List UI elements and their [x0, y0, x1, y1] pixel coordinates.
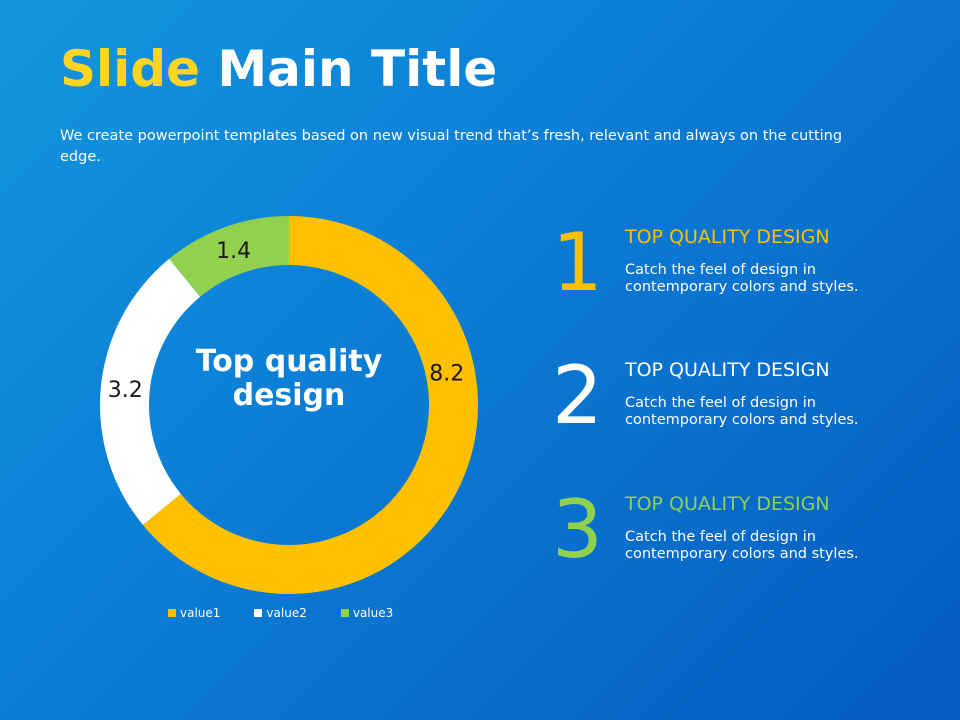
data-label-value3: 1.4	[216, 239, 251, 264]
legend-label: value1	[180, 606, 221, 620]
feature-number: 3	[552, 483, 603, 576]
slide-title: Slide Main Title	[60, 40, 497, 98]
legend-label: value3	[352, 606, 394, 620]
feature-heading: TOP QUALITY DESIGN	[625, 359, 830, 381]
feature-number: 2	[552, 349, 603, 442]
legend-label: value2	[266, 606, 307, 620]
legend-item-value3: value3	[340, 606, 394, 620]
feature-text: Catch the feel of design in contemporary …	[625, 529, 859, 563]
title-rest: Main Title	[217, 40, 498, 98]
data-label-value2: 3.2	[108, 378, 143, 403]
feature-text-line: contemporary colors and styles.	[625, 412, 859, 428]
data-label-value1: 8.2	[429, 362, 464, 387]
donut-slice-value2	[100, 258, 201, 525]
legend-item-value1: value1	[168, 606, 220, 620]
feature-text-line: Catch the feel of design in	[625, 529, 816, 545]
feature-heading: TOP QUALITY DESIGN	[625, 226, 830, 248]
subtitle: We create powerpoint templates based on …	[60, 128, 843, 165]
chart-center-text: Top quality design	[195, 344, 383, 413]
feature-heading: TOP QUALITY DESIGN	[625, 493, 830, 515]
feature-number: 1	[552, 216, 603, 309]
legend-swatch	[168, 609, 176, 617]
donut-slice-value3	[169, 216, 289, 297]
feature-text-line: Catch the feel of design in	[625, 395, 816, 411]
legend-item-value2: value2	[254, 606, 307, 620]
feature-text: Catch the feel of design in contemporary …	[625, 395, 859, 429]
feature-text-line: contemporary colors and styles.	[625, 279, 859, 295]
chart-legend: value1 value2 value3	[168, 606, 427, 620]
donut-slice-value1	[142, 216, 478, 594]
feature-text-line: Catch the feel of design in	[625, 262, 816, 278]
feature-text-line: contemporary colors and styles.	[625, 546, 859, 562]
legend-swatch	[254, 609, 263, 617]
feature-text: Catch the feel of design in contemporary …	[625, 262, 859, 296]
legend-swatch	[340, 609, 349, 617]
title-highlight: Slide	[60, 40, 200, 98]
